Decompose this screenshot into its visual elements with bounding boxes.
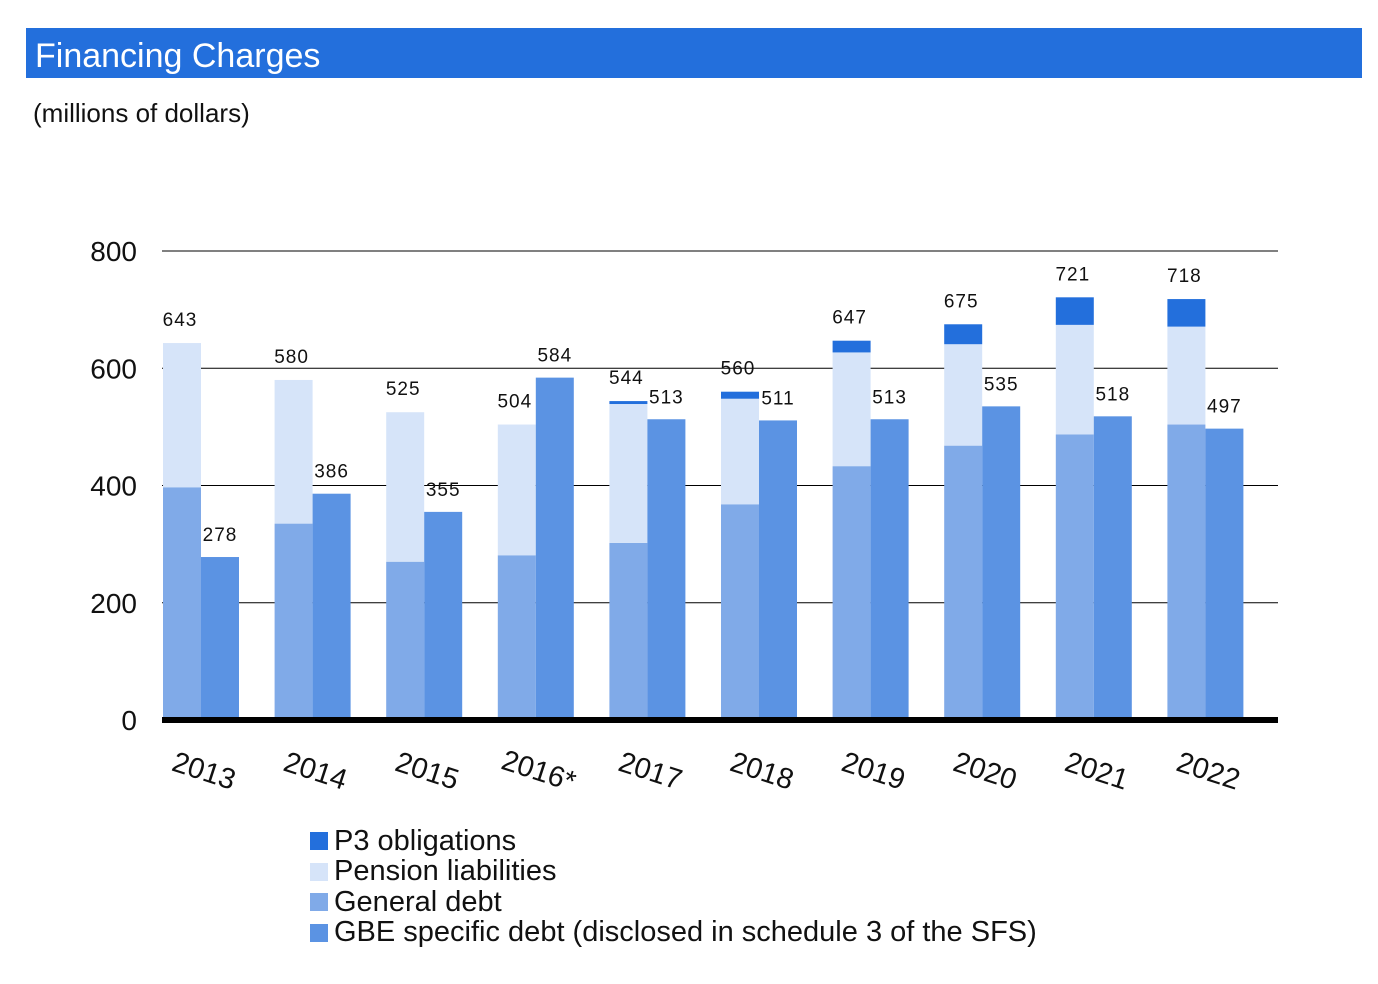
data-label-gbe-2017: 513 <box>649 387 684 408</box>
bar-pension-liabilities-2019 <box>832 352 871 467</box>
y-tick-label-0: 0 <box>121 705 137 736</box>
legend-item-general-debt: General debt <box>310 885 1037 918</box>
chart-title: Financing Charges <box>26 28 1362 78</box>
bar-gbe-specific-debt-2020 <box>982 406 1021 720</box>
x-tick-label-2020: 2020 <box>949 746 1020 796</box>
chart-subtitle: (millions of dollars) <box>33 98 250 128</box>
y-tick-label-200: 200 <box>90 588 137 619</box>
bar-p3-obligations-2021 <box>1055 297 1094 325</box>
bar-pension-liabilities-2014 <box>274 379 313 524</box>
data-label-gbe-2014: 386 <box>314 462 349 483</box>
legend-item-p3: P3 obligations <box>310 824 1037 857</box>
bar-gbe-specific-debt-2021 <box>1093 416 1132 720</box>
bar-gbe-specific-debt-2016 <box>535 377 574 720</box>
bar-p3-obligations-2018 <box>721 391 759 399</box>
x-tick-label-2014: 2014 <box>280 746 351 796</box>
legend-label-gbe-debt: GBE specific debt (disclosed in schedule… <box>334 916 1037 949</box>
bar-gbe-specific-debt-2017 <box>647 419 686 720</box>
x-tick-label-2018: 2018 <box>726 746 797 796</box>
data-label-gbe-2013: 278 <box>203 525 238 546</box>
legend-item-gbe-debt: GBE specific debt (disclosed in schedule… <box>310 916 1037 949</box>
bar-general-debt-2020 <box>944 445 983 720</box>
data-label-core-2017: 544 <box>609 368 644 389</box>
bar-p3-obligations-2022 <box>1167 299 1206 327</box>
bar-general-debt-2018 <box>721 504 759 720</box>
bar-pension-liabilities-2018 <box>721 398 759 505</box>
bar-pension-liabilities-2016 <box>497 424 536 556</box>
x-tick-label-2013: 2013 <box>168 746 239 796</box>
bar-general-debt-2017 <box>609 542 648 720</box>
bar-general-debt-2015 <box>386 561 425 720</box>
x-tick-label-2022: 2022 <box>1173 746 1244 796</box>
bar-general-debt-2022 <box>1167 424 1206 720</box>
bar-pension-liabilities-2020 <box>944 344 983 446</box>
bar-pension-liabilities-2015 <box>386 412 425 562</box>
data-label-core-2014: 580 <box>274 347 309 368</box>
data-label-core-2018: 560 <box>721 359 756 380</box>
chart-legend: P3 obligations Pension liabilities Gener… <box>310 824 1037 949</box>
legend-swatch-general-debt <box>310 893 328 912</box>
bar-p3-obligations-2019 <box>832 340 871 353</box>
bar-pension-liabilities-2022 <box>1167 326 1206 425</box>
bar-general-debt-2016 <box>497 555 536 720</box>
bar-gbe-specific-debt-2015 <box>424 511 463 720</box>
bar-gbe-specific-debt-2014 <box>312 493 351 720</box>
data-label-core-2013: 643 <box>163 310 198 331</box>
data-label-gbe-2020: 535 <box>984 374 1019 395</box>
bar-general-debt-2021 <box>1055 434 1094 720</box>
bar-gbe-specific-debt-2019 <box>870 419 909 720</box>
bar-gbe-specific-debt-2013 <box>201 557 239 720</box>
x-tick-label-2019: 2019 <box>838 746 909 796</box>
legend-label-general-debt: General debt <box>334 885 502 918</box>
data-label-gbe-2015: 355 <box>426 480 461 501</box>
bar-pension-liabilities-2021 <box>1055 324 1094 435</box>
data-label-core-2016: 504 <box>497 392 532 413</box>
legend-label-p3: P3 obligations <box>334 824 517 857</box>
y-tick-label-800: 800 <box>90 236 137 267</box>
data-label-gbe-2016: 584 <box>537 346 572 367</box>
bar-gbe-specific-debt-2018 <box>759 420 797 720</box>
bar-general-debt-2013 <box>163 487 201 720</box>
bar-p3-obligations-2017 <box>609 401 648 405</box>
y-tick-label-400: 400 <box>90 471 137 502</box>
data-label-gbe-2018: 511 <box>761 388 794 409</box>
legend-swatch-p3 <box>310 832 328 851</box>
bar-pension-liabilities-2017 <box>609 404 648 543</box>
x-tick-label-2016: 2016* <box>498 745 580 799</box>
bar-p3-obligations-2020 <box>944 324 983 345</box>
legend-swatch-gbe-debt <box>310 923 328 942</box>
x-tick-label-2015: 2015 <box>391 746 462 796</box>
data-label-gbe-2022: 497 <box>1207 397 1242 418</box>
legend-label-pension: Pension liabilities <box>334 855 557 888</box>
data-label-core-2021: 721 <box>1055 264 1090 285</box>
data-label-core-2020: 675 <box>944 291 979 312</box>
data-label-core-2019: 647 <box>832 308 867 329</box>
x-tick-label-2021: 2021 <box>1061 746 1132 796</box>
bar-gbe-specific-debt-2022 <box>1205 428 1244 720</box>
bar-general-debt-2019 <box>832 466 871 720</box>
bar-general-debt-2014 <box>274 523 313 720</box>
data-label-gbe-2021: 518 <box>1095 384 1130 405</box>
data-label-core-2015: 525 <box>386 379 421 400</box>
legend-swatch-pension <box>310 862 328 881</box>
y-tick-label-600: 600 <box>90 353 137 384</box>
data-label-core-2022: 718 <box>1167 266 1202 287</box>
x-tick-label-2017: 2017 <box>615 746 686 796</box>
legend-item-pension: Pension liabilities <box>310 855 1037 888</box>
bar-pension-liabilities-2013 <box>163 343 201 488</box>
data-label-gbe-2019: 513 <box>872 387 907 408</box>
